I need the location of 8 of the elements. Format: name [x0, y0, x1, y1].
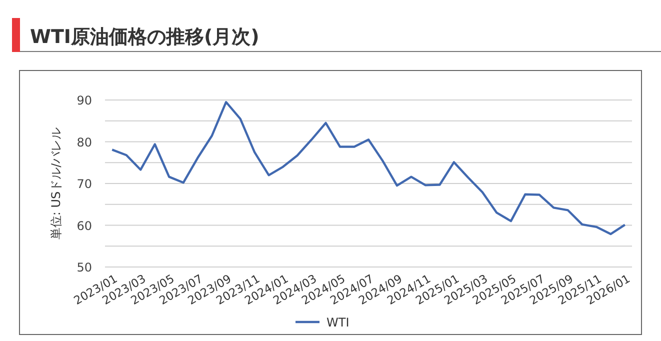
chart-title: WTI原油価格の推移(月次): [30, 26, 260, 48]
y-tick-label: 50: [76, 260, 92, 274]
y-tick-label: 80: [76, 135, 92, 150]
legend-label: WTI: [326, 316, 350, 330]
y-axis-title: 単位: USドル/バレル: [49, 127, 63, 240]
y-tick-label: 60: [76, 218, 92, 233]
y-tick-label: 70: [76, 177, 92, 191]
y-tick-label: 90: [76, 94, 92, 108]
